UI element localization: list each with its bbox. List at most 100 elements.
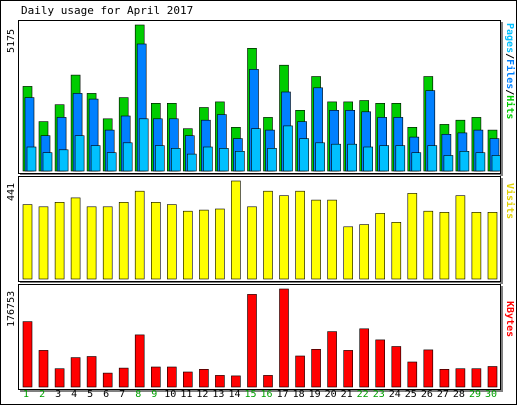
day-label: 28	[452, 389, 465, 400]
visits-bar	[215, 208, 225, 280]
visits-bar	[471, 211, 482, 280]
visits-bar	[375, 213, 386, 280]
pages-bar	[42, 152, 53, 172]
kbytes-bar	[22, 321, 33, 388]
hits-label: Hits	[504, 95, 515, 120]
kbytes-bar	[70, 357, 81, 388]
visits-side-label: Visits	[504, 183, 515, 220]
day-label: 29	[468, 389, 482, 400]
pages-bar	[219, 148, 229, 172]
day-label: 6	[103, 389, 110, 400]
visits-bar	[423, 210, 434, 280]
hits-files-pages-panel	[18, 20, 501, 174]
day-label: 20	[324, 389, 337, 400]
day-label: 13	[212, 389, 225, 400]
visits-bar	[70, 197, 81, 280]
visits-bar	[102, 206, 113, 280]
visits-bar	[231, 180, 241, 280]
pages-bar	[58, 149, 69, 172]
pages-bar	[155, 145, 165, 172]
pages-bar	[427, 145, 438, 172]
pages-bar	[138, 118, 149, 172]
day-label: 5	[87, 389, 94, 400]
kbytes-bar	[247, 294, 257, 388]
visits-bar	[22, 204, 33, 280]
visits-chart	[22, 180, 498, 280]
pages-bar	[90, 145, 101, 172]
pages-bar	[347, 143, 358, 172]
visits-panel	[18, 176, 501, 282]
day-label: 23	[372, 389, 385, 400]
day-label: 7	[119, 389, 126, 400]
pages-files-hits-side-label: Pages/Files/Hits	[504, 23, 515, 119]
files-label: Files	[504, 59, 515, 90]
pages-bar	[299, 138, 309, 172]
visits-bar	[455, 195, 466, 280]
day-label: 15	[244, 389, 257, 400]
pages-bar	[122, 142, 133, 172]
day-label: 18	[292, 389, 305, 400]
day-label: 14	[228, 389, 241, 400]
pages-bar	[187, 153, 197, 172]
kbytes-bar	[231, 375, 241, 388]
kbytes-bar	[375, 339, 386, 388]
kbytes-bar	[118, 367, 129, 388]
pages-bar	[459, 151, 470, 172]
day-label: 12	[196, 389, 209, 400]
visits-bar	[487, 211, 498, 280]
kbytes-bar	[487, 366, 498, 388]
kbytes-bar	[167, 366, 177, 388]
pages-bar	[443, 155, 454, 172]
kbytes-bar	[134, 334, 145, 388]
day-axis-labels: 1 2 3 4 5 6 7 8 9 10 11 12 13 14 15 16 17 18 19 20 21 22 23 24 2…	[18, 389, 499, 403]
visits-bar	[54, 201, 65, 280]
pages-bar	[267, 148, 277, 172]
kbytes-bar	[295, 355, 305, 388]
day-label: 19	[308, 389, 321, 400]
pages-bar	[171, 148, 181, 172]
day-label: 30	[484, 389, 498, 400]
pages-bar	[379, 145, 390, 172]
pages-bar	[26, 146, 37, 172]
hits-files-pages-chart	[22, 24, 500, 172]
kbytes-bar	[407, 361, 418, 388]
visits-bar	[311, 199, 321, 280]
pages-bar	[235, 151, 245, 172]
pages-bar	[251, 128, 261, 172]
day-label: 16	[260, 389, 273, 400]
kbytes-bar	[183, 371, 193, 388]
kbytes-bar	[343, 350, 354, 388]
day-label: 22	[356, 389, 369, 400]
visits-bar	[295, 190, 305, 280]
pages-bar	[395, 145, 406, 172]
day-label: 3	[55, 389, 62, 400]
pages-bar	[203, 146, 213, 172]
pages-bar	[363, 146, 374, 172]
visits-bar	[263, 190, 273, 280]
kbytes-bar	[102, 372, 113, 388]
day-label: 1	[22, 389, 30, 400]
day-label: 25	[404, 389, 417, 400]
day-label: 4	[71, 389, 78, 400]
visits-bar	[134, 190, 145, 280]
day-label: 26	[420, 389, 433, 400]
visits-bar	[199, 209, 209, 280]
day-label: 24	[388, 389, 401, 400]
visits-bar	[279, 195, 289, 280]
kbytes-bar	[439, 369, 450, 388]
visits-bar	[118, 201, 129, 280]
pages-bar	[331, 143, 341, 172]
kbytes-bar	[359, 328, 370, 388]
visits-bar	[183, 210, 193, 280]
kbytes-bar	[215, 375, 225, 388]
visits-bar	[247, 206, 257, 280]
pages-bar	[315, 142, 325, 172]
kbytes-bar	[311, 349, 321, 388]
visits-bar	[167, 204, 177, 280]
kbytes-bar	[38, 350, 49, 388]
kbytes-bar	[263, 375, 273, 388]
pages-bar	[475, 152, 486, 172]
kbytes-side-label: KBytes	[504, 301, 515, 338]
day-label: 8	[135, 389, 142, 400]
